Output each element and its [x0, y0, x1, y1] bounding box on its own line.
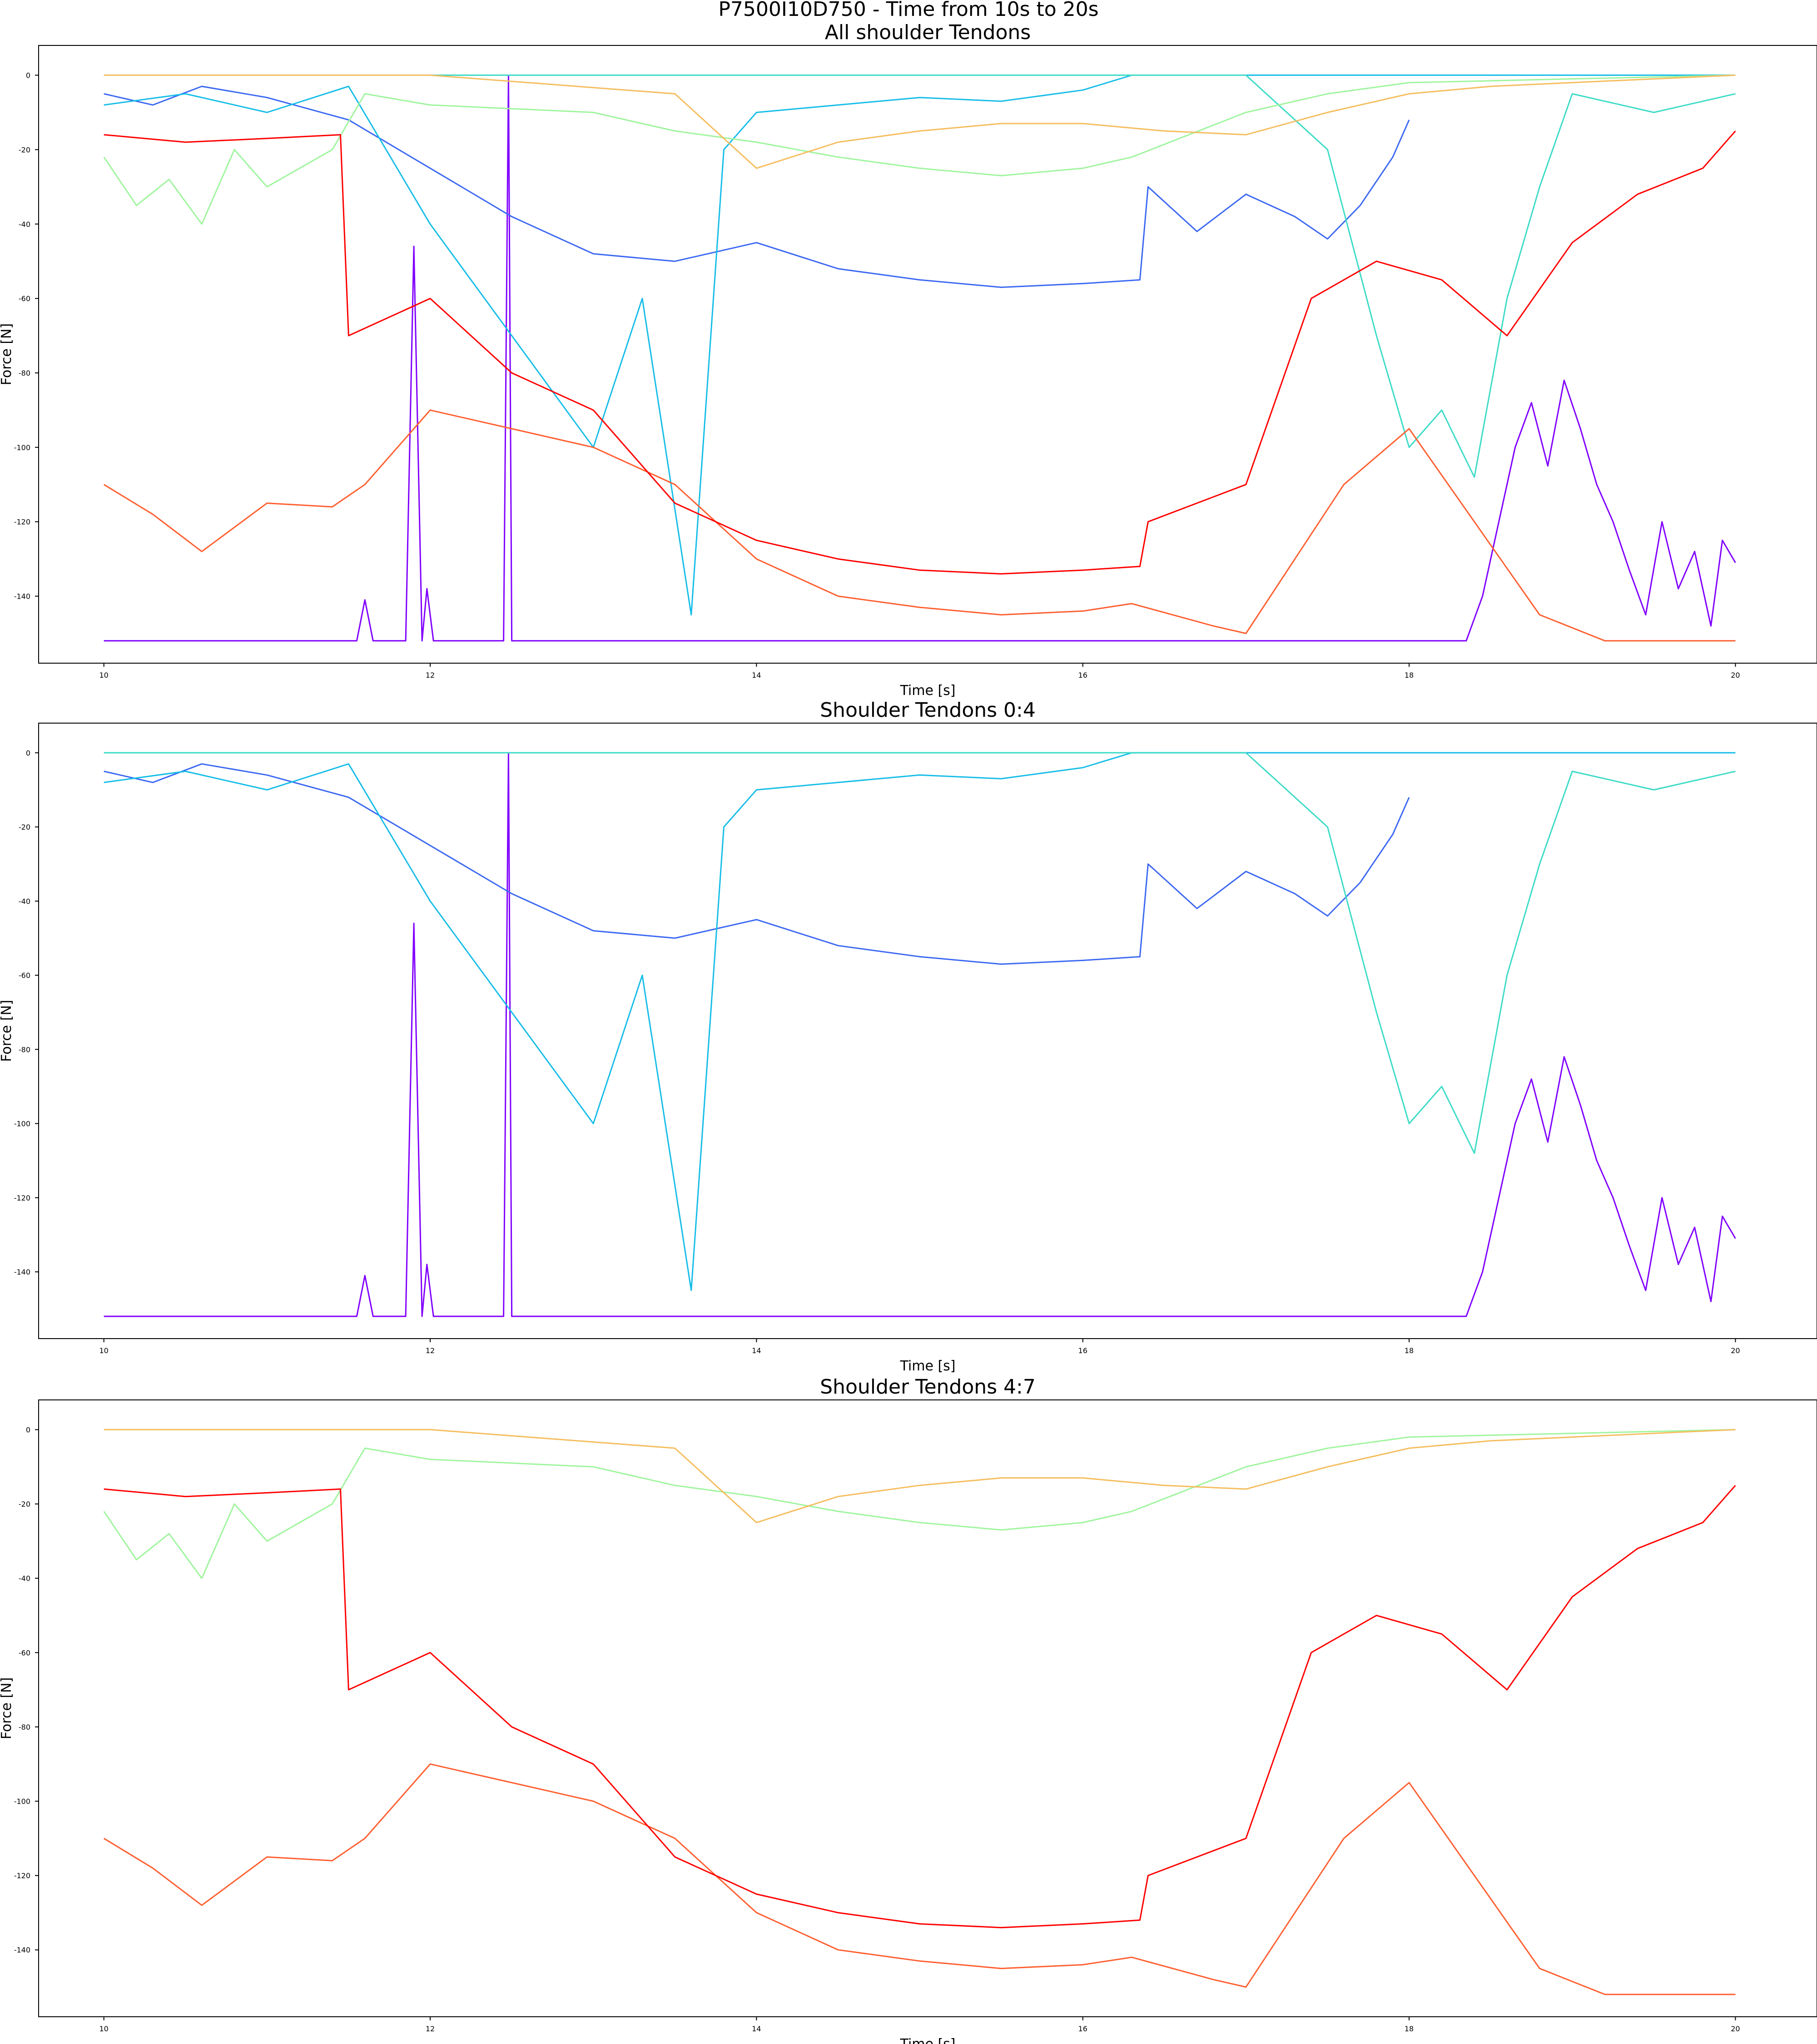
y-tick-label: -60 — [19, 1648, 30, 1657]
x-tick-label: 10 — [99, 671, 108, 680]
x-tick-label: 20 — [1731, 1346, 1740, 1355]
x-tick-label: 10 — [99, 2024, 108, 2033]
y-tick-label: -80 — [19, 369, 30, 377]
y-tick-label: 0 — [26, 71, 30, 80]
y-tick-label: -140 — [14, 1268, 30, 1276]
chart-title: Shoulder Tendons 4:7 — [820, 1375, 1036, 1399]
series-line-1 — [104, 752, 1736, 1317]
y-tick-label: -80 — [19, 1723, 30, 1731]
series-line-4 — [104, 1485, 1736, 1929]
figure-suptitle: P7500I10D750 - Time from 10s to 20s — [718, 0, 1099, 21]
series-group — [104, 752, 1736, 1317]
series-line-2 — [104, 85, 1410, 288]
y-tick-label: -60 — [19, 971, 30, 980]
y-axis-label: Force [N] — [0, 1677, 15, 1740]
series-line-5 — [103, 74, 1736, 225]
x-tick-label: 14 — [752, 1346, 761, 1355]
axes-frame — [38, 1399, 1817, 2017]
x-axis-label: Time [s] — [900, 683, 956, 699]
series-line-4 — [104, 752, 1736, 1154]
chart-panel-1: All shoulder Tendons 10 12 14 16 18 20 0 -20 -40 -… — [0, 21, 1817, 699]
series-line-3 — [103, 1763, 1736, 1995]
series-line-7 — [103, 409, 1736, 642]
y-tick-label: -60 — [19, 294, 30, 303]
x-tick-label: 12 — [426, 2024, 435, 2033]
series-line-4 — [104, 74, 1736, 478]
y-tick-label: -120 — [14, 518, 30, 526]
chart-panel-2: Shoulder Tendons 0:4 10 12 14 16 18 20 0 -20 -40 -… — [0, 699, 1817, 1374]
x-tick-label: 14 — [752, 2024, 761, 2033]
y-tick-label: -40 — [19, 220, 30, 228]
x-tick-label: 18 — [1405, 2024, 1414, 2033]
x-tick-label: 16 — [1078, 1346, 1087, 1355]
chart-title: All shoulder Tendons — [825, 21, 1031, 44]
x-tick-label: 12 — [426, 671, 435, 680]
x-tick-label: 16 — [1078, 671, 1087, 680]
series-line-3 — [104, 74, 1736, 615]
series-group — [103, 1429, 1736, 1995]
y-tick-label: 0 — [26, 1425, 30, 1434]
y-tick-label: -20 — [19, 823, 30, 832]
y-tick-label: 0 — [26, 749, 30, 757]
y-tick-label: -100 — [14, 1797, 30, 1806]
series-line-2 — [104, 1429, 1736, 1523]
x-tick-label: 18 — [1405, 671, 1414, 680]
y-tick-label: -20 — [19, 1500, 30, 1508]
y-tick-label: -80 — [19, 1045, 30, 1054]
x-tick-label: 20 — [1731, 671, 1740, 680]
x-tick-label: 14 — [752, 671, 761, 680]
axes-frame — [38, 45, 1817, 664]
y-tick-label: -120 — [14, 1871, 30, 1880]
series-line-1 — [104, 74, 1736, 642]
series-line-2 — [104, 763, 1410, 965]
x-tick-label: 18 — [1405, 1346, 1414, 1355]
y-tick-label: -20 — [19, 145, 30, 154]
y-axis-label: Force [N] — [0, 323, 15, 386]
x-tick-label: 10 — [99, 1346, 108, 1355]
x-tick-label: 20 — [1731, 2024, 1740, 2033]
y-tick-label: -40 — [19, 897, 30, 906]
x-tick-label: 16 — [1078, 2024, 1087, 2033]
x-axis-label: Time [s] — [900, 2036, 956, 2044]
series-line-6 — [104, 74, 1736, 169]
y-tick-label: -140 — [14, 1946, 30, 1955]
y-tick-label: -120 — [14, 1194, 30, 1202]
x-tick-label: 12 — [426, 1346, 435, 1355]
series-line-3 — [104, 752, 1736, 1291]
y-tick-label: -100 — [14, 443, 30, 452]
y-tick-label: -100 — [14, 1120, 30, 1128]
chart-panel-3: Shoulder Tendons 4:7 10 12 14 16 18 20 0 -20 -40 -… — [0, 1375, 1817, 2044]
x-axis-label: Time [s] — [900, 1358, 956, 1374]
series-group — [103, 74, 1736, 642]
series-line-8 — [104, 130, 1736, 575]
series-line-1 — [103, 1429, 1736, 1579]
chart-title: Shoulder Tendons 0:4 — [820, 699, 1036, 722]
axes-frame — [38, 723, 1817, 1339]
y-tick-label: -140 — [14, 592, 30, 601]
y-axis-label: Force [N] — [0, 1000, 15, 1062]
y-tick-label: -40 — [19, 1574, 30, 1583]
